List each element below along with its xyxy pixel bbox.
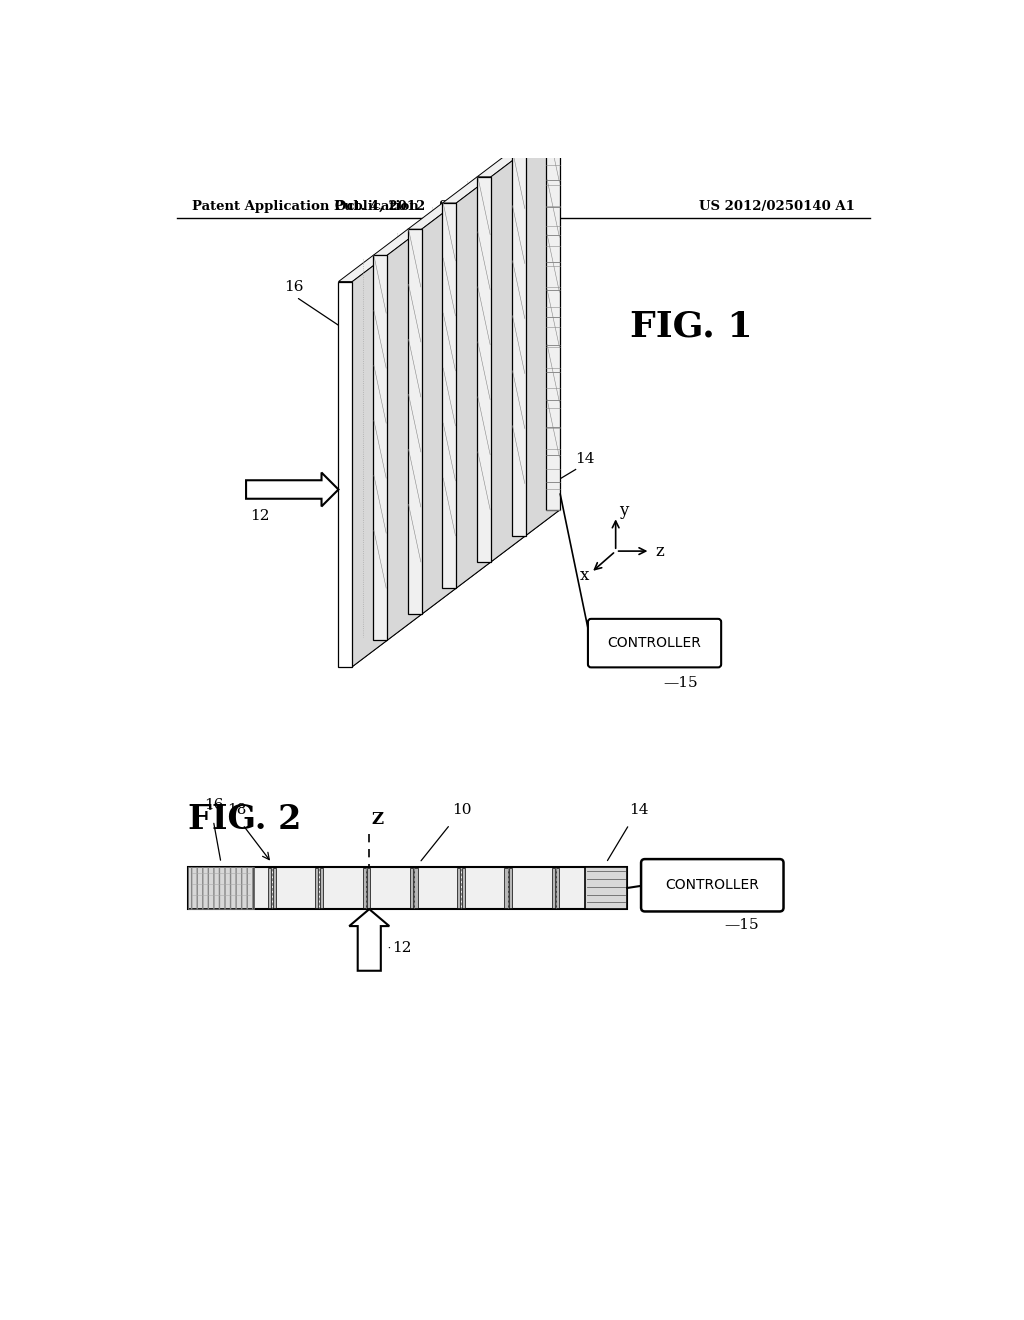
Polygon shape	[373, 256, 387, 640]
Bar	[556, 867, 559, 908]
Bar	[268, 867, 271, 908]
Polygon shape	[373, 230, 422, 256]
Bar	[415, 867, 418, 908]
Polygon shape	[457, 177, 490, 589]
Bar	[585, 867, 628, 909]
Polygon shape	[352, 256, 387, 667]
Text: 10: 10	[452, 804, 471, 817]
Polygon shape	[408, 230, 422, 614]
Polygon shape	[442, 203, 457, 589]
Text: FIG. 2: FIG. 2	[188, 803, 302, 836]
Polygon shape	[525, 124, 560, 536]
Polygon shape	[408, 203, 457, 230]
Text: 12: 12	[250, 510, 269, 523]
Polygon shape	[339, 256, 387, 281]
Polygon shape	[339, 281, 352, 667]
Text: 16: 16	[285, 280, 304, 294]
Text: 12: 12	[392, 940, 412, 954]
Bar	[552, 867, 555, 908]
Text: z: z	[655, 543, 664, 560]
Bar	[272, 867, 275, 908]
Polygon shape	[422, 203, 457, 614]
Bar	[319, 867, 323, 908]
Polygon shape	[442, 177, 490, 203]
Polygon shape	[477, 150, 525, 177]
Bar	[188, 867, 254, 909]
Text: —15: —15	[724, 919, 759, 932]
Text: Patent Application Publication: Patent Application Publication	[193, 199, 419, 213]
Polygon shape	[547, 124, 560, 510]
Bar	[410, 867, 413, 908]
Polygon shape	[512, 150, 525, 536]
Text: 14: 14	[629, 804, 648, 817]
Polygon shape	[246, 473, 339, 507]
Bar	[505, 867, 508, 908]
FancyBboxPatch shape	[588, 619, 721, 668]
Text: Z: Z	[372, 810, 384, 828]
Text: 10: 10	[494, 187, 513, 202]
Bar	[462, 867, 465, 908]
FancyBboxPatch shape	[641, 859, 783, 911]
Polygon shape	[387, 230, 422, 640]
Text: FIG. 1: FIG. 1	[630, 309, 753, 343]
Text: —15: —15	[664, 676, 698, 690]
Text: CONTROLLER: CONTROLLER	[666, 878, 759, 892]
Text: Oct. 4, 2012   Sheet 1 of 2: Oct. 4, 2012 Sheet 1 of 2	[335, 199, 527, 213]
Bar	[362, 867, 366, 908]
Bar	[368, 867, 371, 908]
Bar	[457, 867, 460, 908]
Bar	[509, 867, 512, 908]
Text: x: x	[581, 568, 590, 585]
Bar	[315, 867, 318, 908]
Text: 14: 14	[575, 453, 595, 466]
Polygon shape	[490, 150, 525, 562]
Polygon shape	[349, 909, 389, 970]
Text: CONTROLLER: CONTROLLER	[607, 636, 701, 651]
Text: 16: 16	[204, 799, 223, 812]
Bar	[188, 867, 254, 909]
Text: y: y	[620, 502, 629, 519]
Text: 18: 18	[227, 804, 247, 817]
Polygon shape	[477, 177, 490, 562]
Polygon shape	[339, 510, 560, 667]
Text: US 2012/0250140 A1: US 2012/0250140 A1	[699, 199, 855, 213]
Bar	[188, 867, 628, 909]
Polygon shape	[512, 124, 560, 150]
